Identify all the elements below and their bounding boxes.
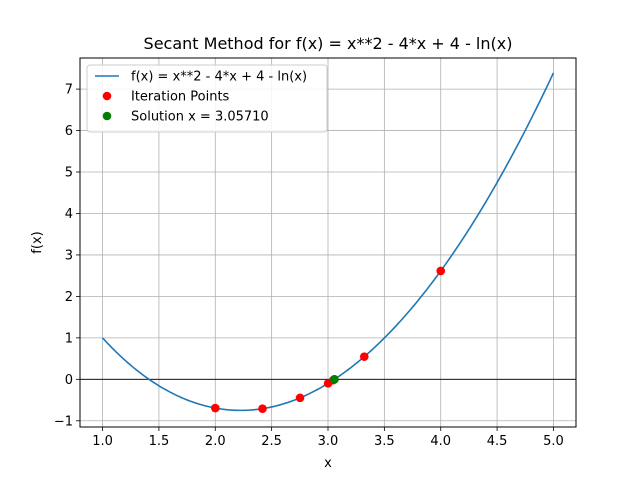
x-tick-label: 3.0 xyxy=(318,434,339,449)
x-tick-label: 1.5 xyxy=(149,434,170,449)
legend-label: Solution x = 3.05710 xyxy=(131,110,269,125)
y-tick-label: −1 xyxy=(54,414,73,429)
y-tick-label: 5 xyxy=(65,166,73,181)
y-tick-label: 1 xyxy=(65,331,73,346)
legend-label: f(x) = x**2 - 4*x + 4 - ln(x) xyxy=(131,70,307,85)
x-tick-label: 1.0 xyxy=(92,434,113,449)
legend-label: Iteration Points xyxy=(131,90,230,105)
x-tick-label: 4.5 xyxy=(487,434,508,449)
legend-box xyxy=(86,64,328,133)
iteration-point xyxy=(210,403,220,413)
x-tick-label: 4.0 xyxy=(430,434,451,449)
x-tick-label: 2.5 xyxy=(261,434,282,449)
y-tick-label: 4 xyxy=(65,207,73,222)
iteration-point xyxy=(359,352,369,361)
y-axis-label: f(x) xyxy=(30,231,45,253)
y-tick-label: 2 xyxy=(65,290,73,305)
y-tick-label: 6 xyxy=(65,124,73,139)
iteration-point xyxy=(295,393,305,403)
solution-point xyxy=(330,375,339,384)
legend: f(x) = x**2 - 4*x + 4 - ln(x) Iteration P… xyxy=(86,64,328,133)
legend-dot-marker xyxy=(102,111,112,121)
x-axis-label: x xyxy=(324,456,332,471)
legend-dot-marker xyxy=(102,91,112,101)
plot-area xyxy=(101,72,555,413)
x-tick-label: 5.0 xyxy=(543,434,564,449)
y-tick-label: 7 xyxy=(65,83,73,98)
chart-title: Secant Method for f(x) = x**2 - 4*x + 4 … xyxy=(144,34,513,53)
y-axis: −1 0 1 2 3 4 5 6 7 xyxy=(54,83,80,429)
y-tick-label: 0 xyxy=(65,373,73,388)
iteration-point xyxy=(258,404,267,413)
x-axis: 1.0 1.5 2.0 2.5 3.0 3.5 4.0 4.5 5.0 xyxy=(92,427,564,449)
x-tick-label: 3.5 xyxy=(374,434,395,449)
x-tick-label: 2.0 xyxy=(205,434,226,449)
iteration-point xyxy=(436,266,446,276)
y-tick-label: 3 xyxy=(65,248,73,263)
